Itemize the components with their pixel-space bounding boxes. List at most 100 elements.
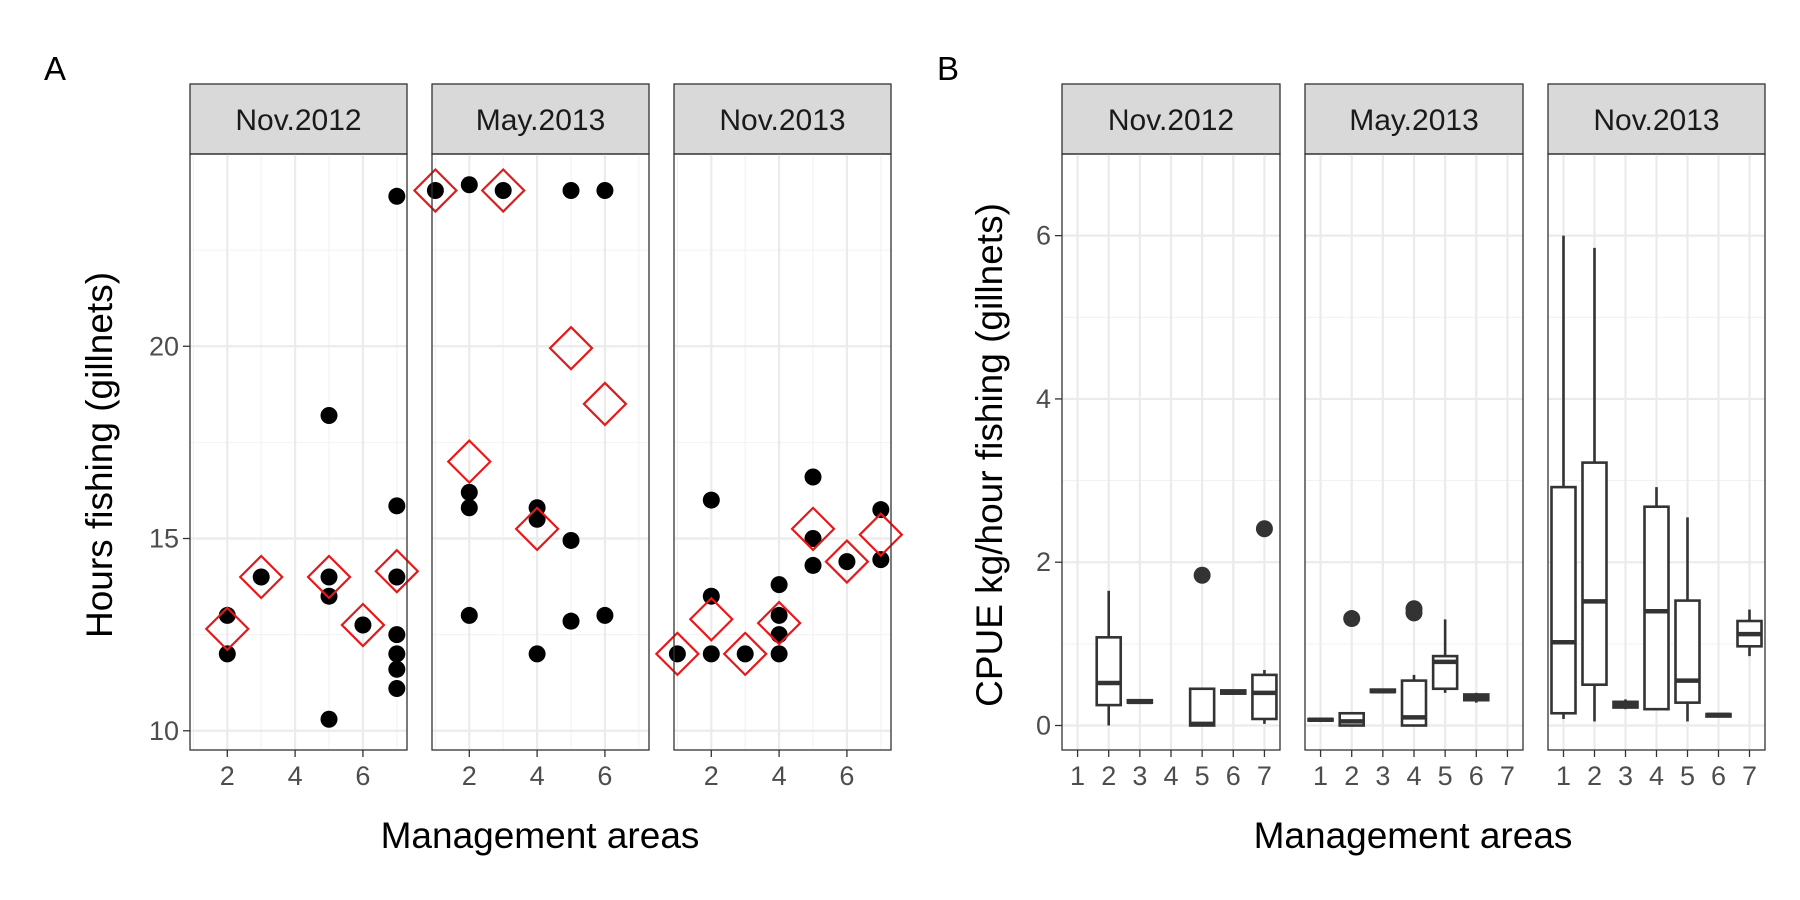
x-tick-label: 4 (530, 761, 545, 791)
x-tick-label: 4 (1649, 761, 1664, 791)
data-point (562, 531, 580, 549)
box-plot (1095, 590, 1123, 726)
x-tick-label: 7 (1257, 761, 1272, 791)
mean-diamond-marker (756, 600, 802, 646)
box-plot (1643, 487, 1670, 711)
y-tick-label: 10 (149, 716, 179, 746)
panel-a-facet-1: Nov.2012 2 4 6 10 15 20 (149, 83, 420, 791)
mean-diamond-marker (480, 167, 526, 214)
data-point (596, 606, 614, 624)
panel-b-facet-3: Nov.2013 1 2 3 4 5 6 7 (1547, 83, 1766, 791)
x-tick-label: 6 (839, 761, 854, 791)
x-tick-label: 7 (1742, 761, 1757, 791)
panel-a-tag: A (44, 50, 66, 87)
x-tick-label: 1 (1313, 761, 1328, 791)
box-plot (1462, 692, 1490, 703)
box-plot (1126, 698, 1154, 705)
facet-border (431, 153, 650, 751)
panel-b-y-axis-title: CPUE kg/hour fishing (gillnets) (969, 203, 1010, 707)
data-point (528, 645, 546, 663)
mean-diamond-marker (858, 512, 904, 558)
panel-a-facet-3: Nov.2013 2 4 6 (654, 83, 904, 791)
x-tick-label: 2 (1587, 761, 1602, 791)
data-point (426, 182, 444, 200)
mean-diamond-marker (374, 548, 420, 594)
x-tick-label: 5 (1195, 761, 1210, 791)
box-plot (1400, 600, 1428, 727)
x-tick-label: 6 (1226, 761, 1241, 791)
data-point (562, 182, 580, 200)
x-tick-label: 6 (1711, 761, 1726, 791)
facet-strip (1547, 83, 1766, 155)
mean-diamond-marker (446, 439, 492, 485)
data-point (494, 182, 512, 200)
data-point (388, 626, 406, 644)
data-point (460, 606, 478, 624)
facet-strip-label: Nov.2012 (1108, 104, 1234, 137)
x-tick-label: 2 (1344, 761, 1359, 791)
y-tick-label: 15 (149, 524, 179, 554)
box-plot (1251, 520, 1278, 724)
data-point (838, 553, 856, 571)
box-iqr (1095, 636, 1123, 707)
data-point (872, 501, 890, 519)
box-outlier (1405, 600, 1423, 618)
data-point (872, 551, 890, 569)
data-point (804, 556, 822, 574)
box-plot (1736, 609, 1763, 657)
panel-a-facets: Nov.2012 2 4 6 10 15 20 May.2013 2 4 6 Nov.2013 2 4 6 (149, 83, 904, 791)
data-point (528, 510, 546, 528)
x-tick-label: 4 (1163, 761, 1178, 791)
x-tick-label: 4 (772, 761, 787, 791)
data-point (702, 587, 720, 605)
facet-border (673, 153, 892, 751)
x-tick-label: 7 (1500, 761, 1515, 791)
data-point (320, 710, 338, 728)
box-outlier (1255, 520, 1273, 538)
mean-diamond-marker (238, 554, 284, 600)
facet-strip (189, 83, 408, 155)
x-tick-label: 6 (1469, 761, 1484, 791)
data-point (596, 182, 614, 200)
data-point (702, 645, 720, 663)
x-tick-label: 5 (1438, 761, 1453, 791)
x-tick-label: 3 (1618, 761, 1633, 791)
facet-strip (1304, 83, 1524, 155)
x-tick-label: 6 (597, 761, 612, 791)
box-iqr (1643, 505, 1670, 711)
box-iqr (1674, 599, 1701, 704)
mean-diamond-marker (548, 325, 594, 371)
data-point (770, 576, 788, 594)
mean-diamond-marker (412, 167, 458, 214)
box-iqr (1550, 485, 1577, 715)
y-tick-label: 0 (1036, 711, 1051, 741)
box-plot (1705, 712, 1732, 718)
mean-diamond-marker (204, 606, 250, 652)
panel-a-x-axis-title: Management areas (381, 815, 700, 856)
mean-diamond-marker (722, 631, 768, 677)
box-plot (1219, 689, 1247, 695)
panel-b-tag: B (937, 50, 959, 87)
box-plot (1338, 610, 1366, 727)
panel-a: A Hours fishing (gillnets) Management ar… (44, 50, 904, 856)
panel-b-x-axis-title: Management areas (1254, 815, 1573, 856)
data-point (770, 626, 788, 644)
y-tick-label: 2 (1036, 547, 1051, 577)
mean-diamond-marker (582, 381, 628, 427)
box-plot (1307, 717, 1334, 723)
facet-strip-label: Nov.2013 (719, 104, 845, 137)
x-tick-label: 4 (288, 761, 303, 791)
x-tick-label: 4 (1406, 761, 1421, 791)
x-tick-label: 5 (1680, 761, 1695, 791)
facet-strip-label: Nov.2012 (235, 104, 361, 137)
data-point (804, 468, 822, 486)
data-point (320, 406, 338, 424)
x-tick-label: 2 (1101, 761, 1116, 791)
box-plot (1369, 688, 1397, 694)
facet-strip-label: Nov.2013 (1593, 104, 1719, 137)
mean-diamond-marker (514, 506, 560, 552)
box-plot (1612, 699, 1639, 710)
